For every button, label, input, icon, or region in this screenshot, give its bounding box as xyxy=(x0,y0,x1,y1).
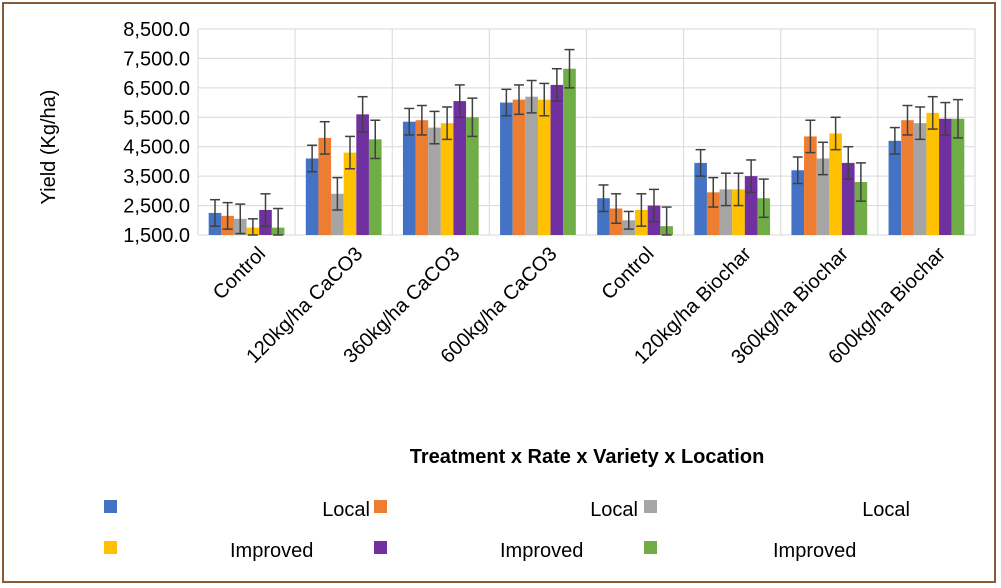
bar xyxy=(466,117,479,235)
y-tick-label: 7,500.0 xyxy=(123,48,190,70)
bar xyxy=(841,162,855,235)
bar xyxy=(305,158,319,235)
bar xyxy=(706,192,720,235)
y-tick-label: 6,500.0 xyxy=(123,78,190,100)
y-tick-labels: 1,500.0 2,500.0 3,500.0 4,500.0 5,500.0 6,500… xyxy=(123,19,190,247)
bar xyxy=(926,112,940,235)
bar xyxy=(829,133,842,235)
bar xyxy=(901,120,914,235)
x-tick-label: Control xyxy=(209,243,270,304)
error-bars xyxy=(209,48,964,236)
bar xyxy=(537,99,551,235)
y-tick-label: 3,500.0 xyxy=(123,166,190,188)
bar xyxy=(500,102,513,235)
legend-label: Improved xyxy=(500,540,583,562)
bar xyxy=(415,120,429,235)
bar xyxy=(719,189,733,235)
x-axis-title: Treatment x Rate x Variety x Location xyxy=(410,446,765,468)
legend-marker xyxy=(644,500,657,513)
bar xyxy=(563,68,576,235)
bar xyxy=(428,127,441,235)
bar xyxy=(331,193,344,235)
bar xyxy=(318,137,332,235)
legend-label: Improved xyxy=(773,540,856,562)
legend: Local Local Local Improved Improved Improved xyxy=(104,499,910,562)
bar xyxy=(343,152,357,235)
bar xyxy=(597,198,610,235)
bar xyxy=(440,123,454,235)
legend-marker xyxy=(104,500,117,513)
y-tick-label: 8,500.0 xyxy=(123,19,190,41)
legend-marker xyxy=(374,541,387,554)
legend-marker xyxy=(644,541,657,554)
legend-label: Improved xyxy=(230,540,313,562)
y-tick-label: 2,500.0 xyxy=(123,196,190,218)
legend-marker xyxy=(374,500,387,513)
bar xyxy=(402,121,416,235)
bar xyxy=(804,136,817,235)
bar xyxy=(888,140,902,235)
bar xyxy=(951,118,965,235)
bar xyxy=(356,114,369,235)
bar xyxy=(854,182,868,235)
bar xyxy=(816,158,830,235)
y-tick-label: 1,500.0 xyxy=(123,225,190,247)
y-axis-title: Yield (Kg/ha) xyxy=(38,90,60,205)
bar xyxy=(550,84,564,236)
y-tick-label: 5,500.0 xyxy=(123,107,190,129)
bar xyxy=(744,176,758,235)
y-tick-label: 4,500.0 xyxy=(123,137,190,159)
bar xyxy=(453,101,467,235)
bar xyxy=(732,189,745,235)
bars xyxy=(208,68,965,236)
bar xyxy=(791,170,805,235)
legend-marker xyxy=(104,541,117,554)
bar xyxy=(939,118,952,235)
legend-label: Local xyxy=(590,499,638,521)
bar xyxy=(694,162,707,235)
bar xyxy=(525,96,538,235)
legend-label: Local xyxy=(322,499,370,521)
bar xyxy=(368,139,382,235)
bar xyxy=(512,99,526,235)
bar xyxy=(913,123,927,235)
legend-label: Local xyxy=(862,499,910,521)
x-tick-label: Control xyxy=(597,243,658,304)
